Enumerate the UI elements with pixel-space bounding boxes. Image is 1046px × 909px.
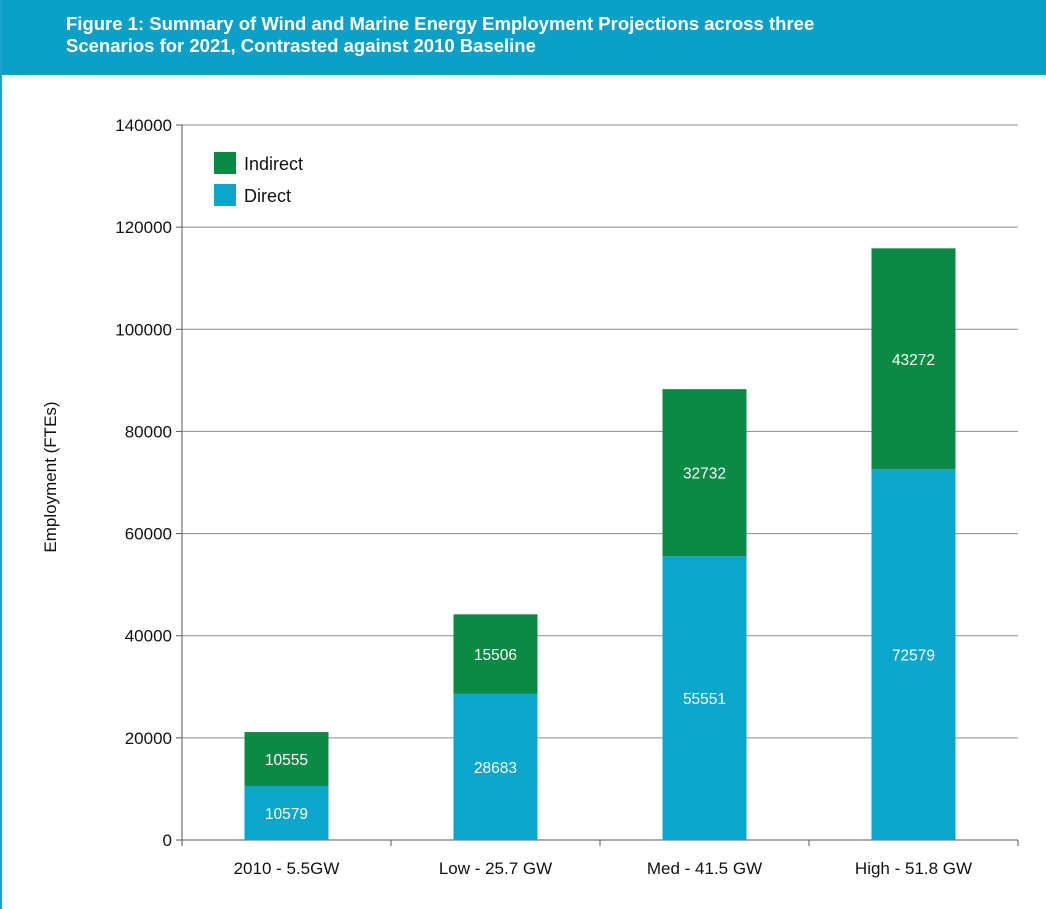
y-tick-label: 20000 [125, 729, 172, 748]
bar-indirect-2 [662, 389, 747, 557]
y-tick-label: 0 [163, 831, 172, 850]
data-label-direct: 10579 [265, 806, 308, 823]
bar-direct-2 [662, 556, 747, 840]
bar-direct-1 [453, 693, 538, 840]
bar-direct-0 [244, 785, 329, 840]
data-label-indirect: 43272 [892, 352, 935, 369]
y-tick-label: 60000 [125, 525, 172, 544]
legend-swatch-direct [214, 184, 236, 206]
legend-label-indirect: Indirect [244, 154, 303, 174]
data-label-direct: 55551 [683, 691, 726, 708]
y-tick-labels: 0 20000 40000 60000 80000 100000 120000 140000 [115, 116, 172, 850]
data-label-direct: 72579 [892, 648, 935, 665]
legend-swatch-indirect [214, 152, 236, 174]
data-labels: 10579 10555 28683 15506 55551 32732 72579 43272 [265, 352, 935, 823]
chart-title-line-2: Scenarios for 2021, Contrasted against 2… [66, 35, 536, 56]
bar-indirect-1 [453, 614, 538, 694]
y-tick-label: 140000 [115, 116, 172, 135]
chart-title-line-1: Figure 1: Summary of Wind and Marine Ene… [66, 13, 815, 34]
x-tick-label: Med - 41.5 GW [647, 859, 762, 878]
y-tick-label: 100000 [115, 320, 172, 339]
title-bar: Figure 1: Summary of Wind and Marine Ene… [2, 0, 1046, 75]
y-tick-label: 80000 [125, 422, 172, 441]
legend-label-direct: Direct [244, 186, 291, 206]
y-tick-label: 40000 [125, 627, 172, 646]
x-tick-labels: 2010 - 5.5GW Low - 25.7 GW Med - 41.5 GW Hi… [234, 859, 972, 878]
data-label-indirect: 32732 [683, 466, 726, 483]
x-tick-label: High - 51.8 GW [855, 859, 972, 878]
bar-indirect-3 [871, 248, 956, 470]
y-axis-label: Employment (FTEs) [41, 401, 60, 552]
data-label-indirect: 15506 [474, 647, 517, 664]
x-tick-label: Low - 25.7 GW [439, 859, 552, 878]
bars [244, 248, 956, 840]
data-label-direct: 28683 [474, 760, 517, 777]
bar-direct-3 [871, 469, 956, 840]
x-tick-label: 2010 - 5.5GW [234, 859, 340, 878]
data-label-indirect: 10555 [265, 752, 308, 769]
y-tick-label: 120000 [115, 218, 172, 237]
bar-indirect-0 [244, 732, 329, 786]
legend: Indirect Direct [214, 152, 303, 206]
